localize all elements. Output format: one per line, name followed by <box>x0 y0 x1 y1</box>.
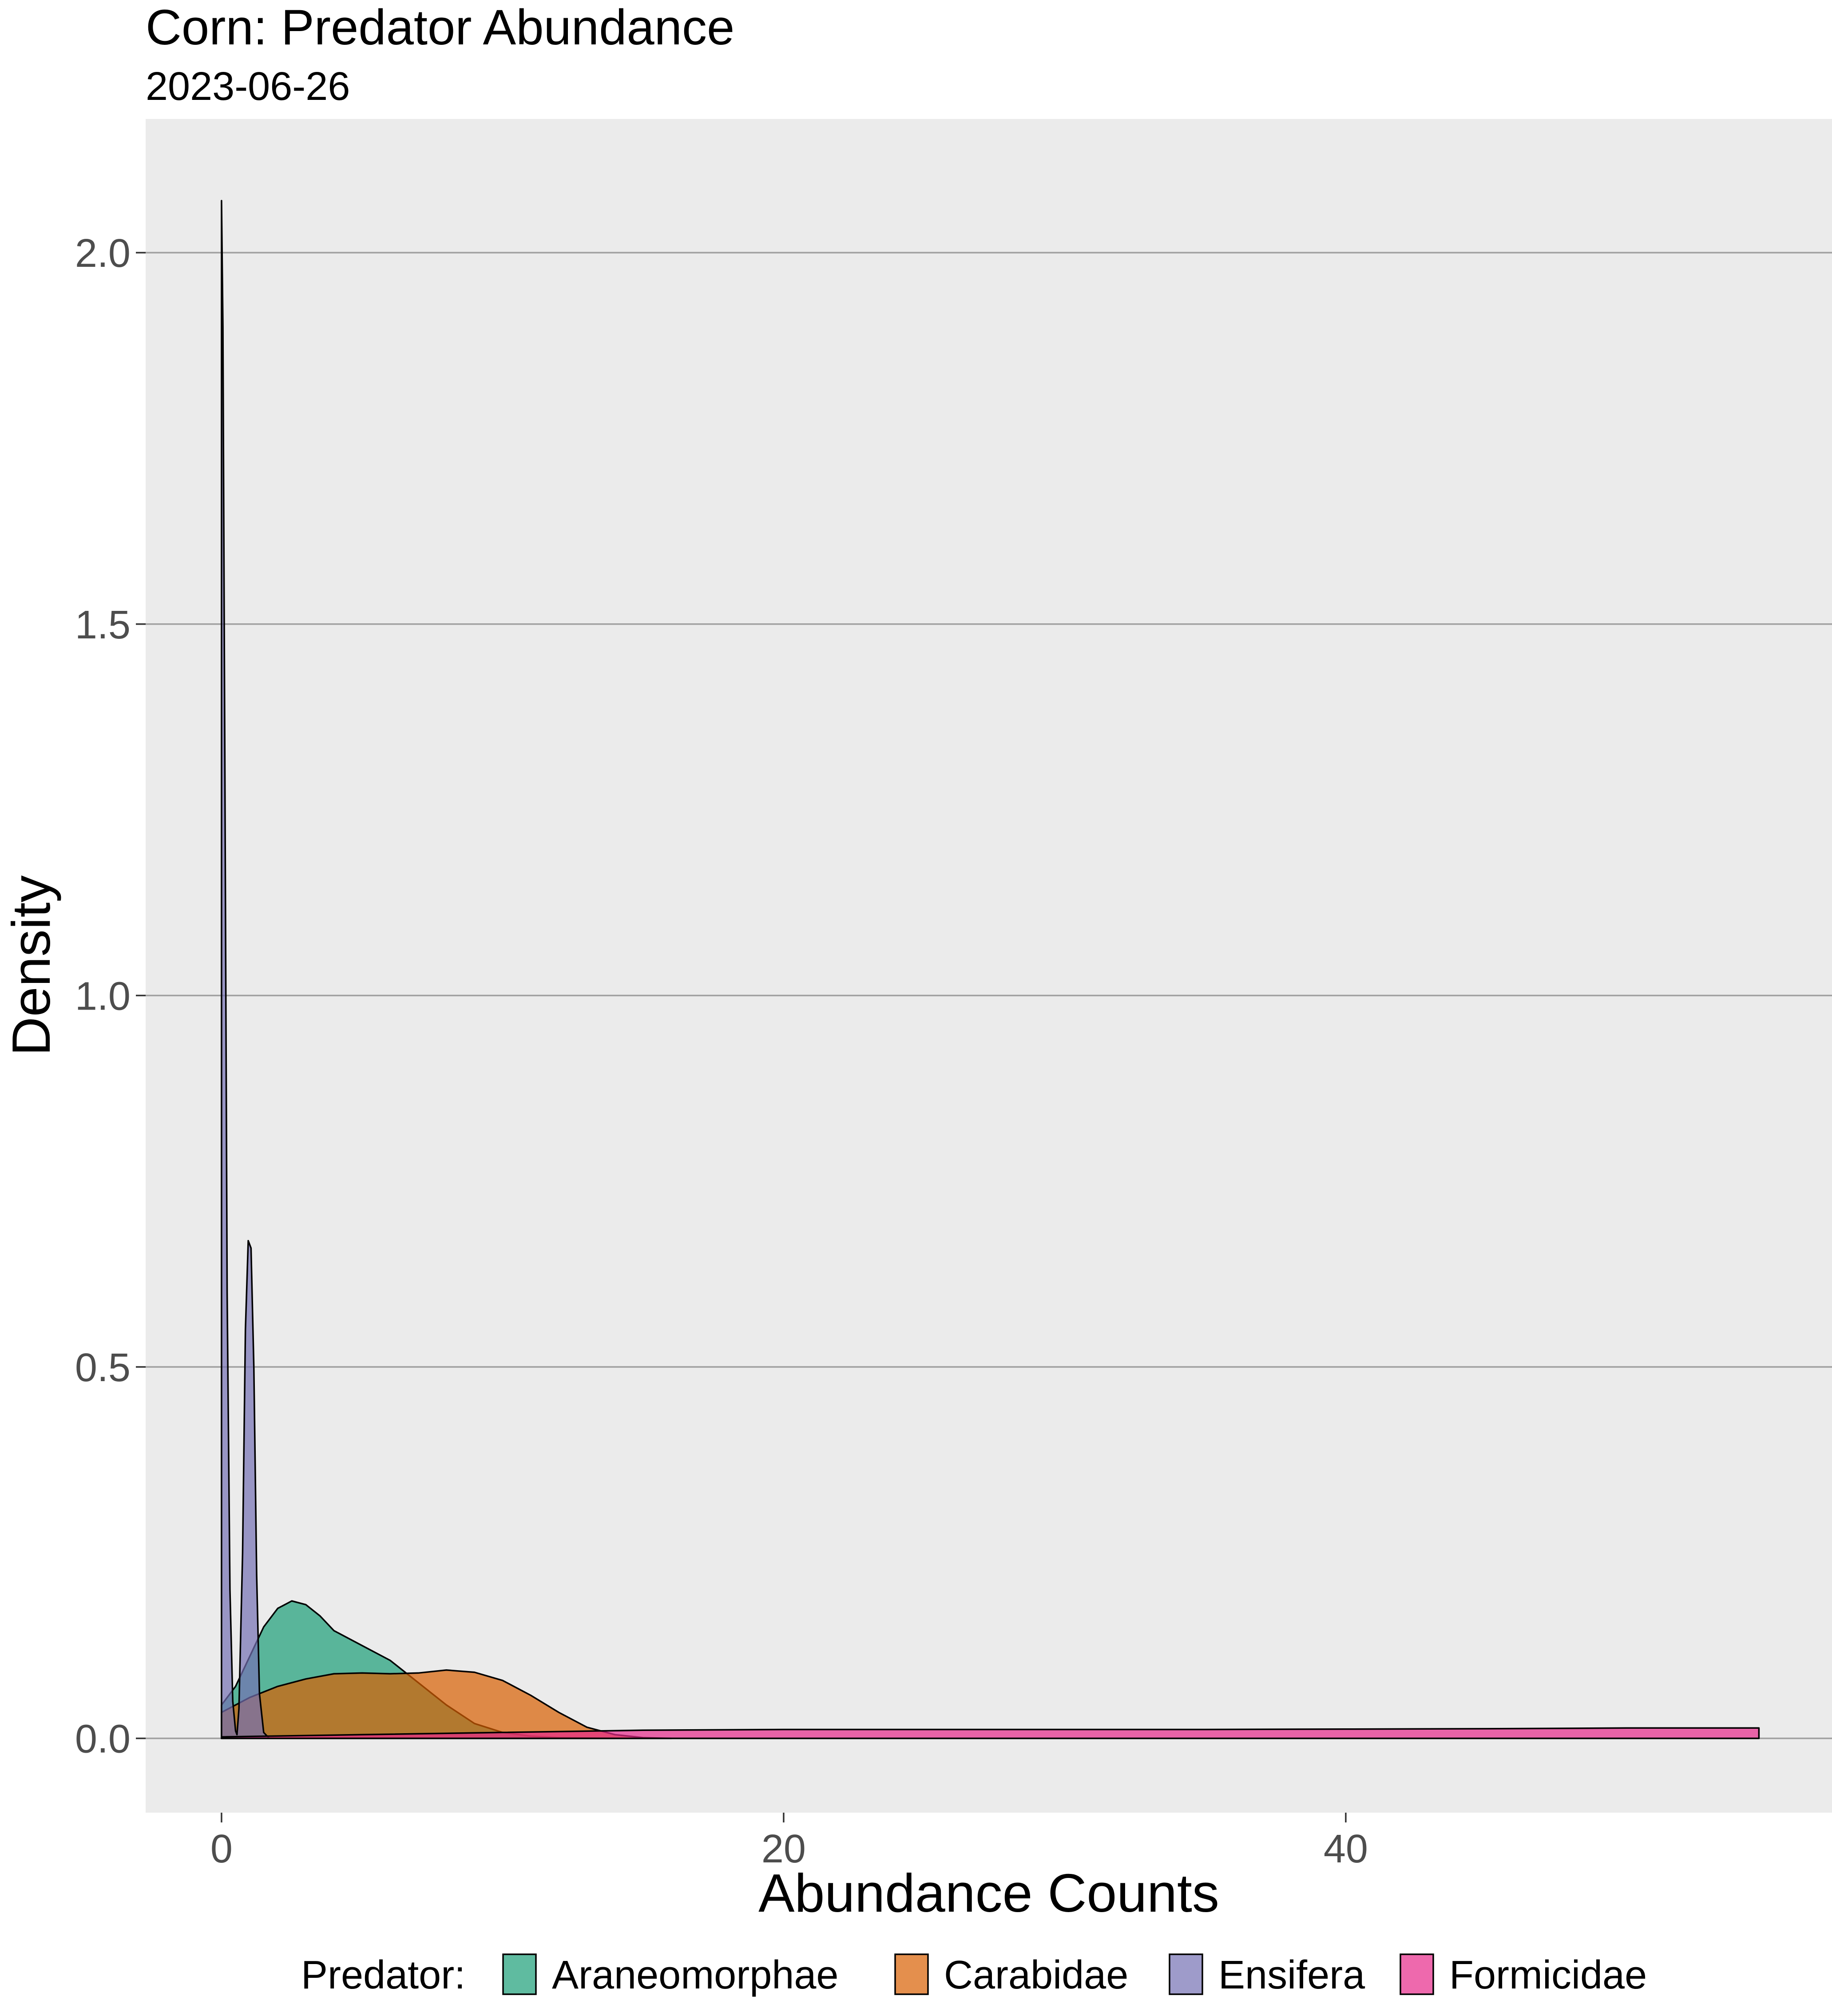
axis-ticks <box>136 252 1347 1822</box>
legend-key-carabidae <box>894 1953 929 1995</box>
y-tick-label-2: 1.0 <box>75 974 131 1018</box>
legend-key-formicidae <box>1400 1953 1434 1995</box>
y-tick-label-4: 2.0 <box>75 231 131 276</box>
y-axis-title: Density <box>1 875 61 1056</box>
density-areas <box>221 200 1760 1739</box>
density-area-formicidae <box>221 1727 1760 1739</box>
legend-key-ensifera <box>1169 1953 1203 1995</box>
plot-panel <box>146 119 1832 1813</box>
chart-title: Corn: Predator Abundance <box>146 0 734 55</box>
x-tick-label-1: 20 <box>761 1827 806 1871</box>
legend-label-formicidae: Formicidae <box>1449 1953 1647 1997</box>
y-tick-label-1: 0.5 <box>75 1346 131 1390</box>
legend-label-araneomorphae: Araneomorphae <box>552 1953 838 1997</box>
x-tick-label-0: 0 <box>210 1827 233 1871</box>
y-tick-label-0: 0.0 <box>75 1717 131 1762</box>
legend-label-ensifera: Ensifera <box>1218 1953 1365 1997</box>
legend: Predator: Araneomorphae Carabidae Ensifera… <box>301 1953 1647 1997</box>
legend-key-araneomorphae <box>502 1953 537 1995</box>
legend-label-carabidae: Carabidae <box>944 1953 1128 1997</box>
x-axis-title: Abundance Counts <box>758 1863 1219 1923</box>
y-tick-label-3: 1.5 <box>75 603 131 647</box>
chart-subtitle: 2023-06-26 <box>146 64 350 109</box>
legend-title: Predator: <box>301 1953 465 1997</box>
x-tick-label-2: 40 <box>1324 1827 1368 1871</box>
density-area-ensifera <box>221 200 270 1739</box>
y-tick-labels: 0.0 0.5 1.0 1.5 2.0 <box>75 231 131 1761</box>
x-tick-labels: 0 20 40 <box>210 1827 1368 1871</box>
